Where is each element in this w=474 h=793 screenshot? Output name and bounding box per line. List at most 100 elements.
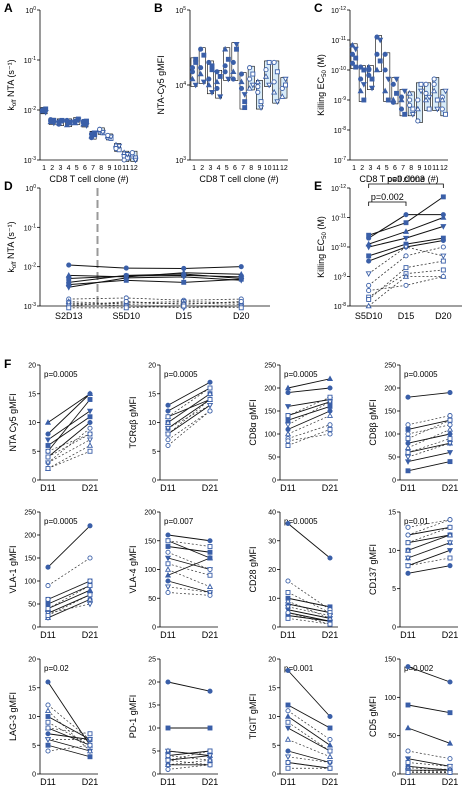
data-point — [121, 157, 127, 163]
data-point — [415, 97, 421, 103]
y-tick-label: 0 — [392, 772, 396, 779]
data-point — [404, 459, 412, 465]
data-point — [86, 747, 94, 754]
range-box — [399, 89, 407, 117]
p-value-label: p=0.001 — [284, 664, 314, 673]
solid-series-line — [407, 442, 451, 453]
data-point — [326, 412, 334, 418]
data-point — [447, 555, 453, 561]
data-point — [385, 97, 391, 103]
data-point — [285, 417, 291, 423]
y-tick-label: 20 — [148, 680, 156, 687]
data-point — [165, 544, 171, 549]
data-point — [45, 742, 51, 748]
solid-series-line — [47, 733, 91, 740]
data-point — [45, 431, 51, 437]
y-tick-label: 10-9 — [334, 96, 346, 105]
data-point — [422, 96, 430, 103]
dotted-series-line — [167, 563, 211, 576]
y-tick-label: 103 — [175, 156, 186, 165]
data-point — [222, 45, 229, 52]
solid-series-line — [68, 278, 242, 286]
data-point — [327, 422, 333, 428]
data-point — [207, 572, 213, 578]
x-tick-label: D21 — [82, 483, 99, 493]
dotted-series-line — [287, 710, 331, 740]
data-point — [414, 105, 421, 112]
panel-f-chart: 0 50 100 150 200 250 VLA-1 gMFI D11 D21 p=0.0005 — [8, 510, 98, 641]
panel-f-chart: 0 5 10 15 20 TCRαβ gMFI D11 D21 p=0.0005 — [128, 363, 218, 494]
y-tick-label: 10 — [148, 420, 156, 427]
data-point — [404, 444, 412, 451]
y-tick-label: 0 — [32, 772, 36, 779]
x-tick-label: D11 — [280, 777, 296, 787]
dotted-series-line — [47, 557, 91, 586]
data-point — [374, 34, 380, 40]
y-axis-label: CD137 gMFI — [368, 544, 378, 595]
solid-series-line — [407, 451, 451, 463]
dotted-series-line — [407, 557, 451, 567]
data-point — [206, 756, 214, 763]
panel-letter: C — [314, 1, 323, 15]
data-point — [327, 748, 333, 754]
y-tick-label: 10-11 — [331, 36, 346, 45]
dotted-series-line — [167, 750, 211, 761]
y-tick-label: 10-2 — [24, 263, 36, 272]
solid-series-line — [407, 666, 451, 683]
data-point — [238, 270, 245, 277]
data-point — [284, 604, 292, 611]
data-point — [197, 70, 204, 77]
data-point — [222, 69, 228, 75]
data-point — [447, 770, 453, 775]
data-point — [205, 81, 212, 88]
data-point — [431, 76, 437, 82]
x-tick-label: S5D10 — [112, 311, 140, 321]
x-tick-label: D11 — [280, 630, 296, 640]
solid-series-line — [407, 534, 451, 551]
data-point — [45, 564, 51, 570]
y-tick-label: 5 — [392, 586, 396, 593]
data-point — [207, 725, 213, 731]
data-point — [405, 532, 411, 538]
data-point — [65, 300, 72, 307]
data-point — [189, 69, 196, 75]
data-point — [165, 578, 171, 584]
dotted-series-line — [287, 756, 331, 763]
data-point — [327, 621, 333, 627]
data-point — [442, 88, 449, 95]
data-point — [327, 725, 333, 731]
x-tick-label: 10 — [424, 165, 432, 172]
data-point — [97, 126, 103, 132]
x-axis-label: CD8 T cell clone (#) — [359, 174, 438, 184]
data-point — [230, 68, 237, 75]
data-point — [327, 431, 333, 437]
x-tick-label: 1 — [42, 165, 46, 172]
solid-series-line — [407, 392, 451, 398]
data-point — [45, 583, 51, 589]
data-point — [440, 253, 447, 260]
data-point — [284, 597, 292, 604]
data-point — [86, 442, 94, 448]
data-point — [238, 264, 244, 270]
data-point — [86, 601, 94, 608]
data-point — [45, 731, 51, 737]
data-point — [285, 578, 291, 584]
dotted-series-line — [407, 519, 451, 528]
x-tick-label: D21 — [202, 483, 219, 493]
dotted-series-line — [47, 744, 91, 752]
x-tick-label: 9 — [417, 165, 421, 172]
panel-f-chart: 0 50 100 150 200 VLA-4 gMFI D11 D21 p=0.007 — [128, 510, 218, 641]
range-box — [440, 89, 448, 117]
dotted-series-line — [167, 750, 211, 756]
y-tick-label: 100 — [264, 432, 276, 439]
x-tick-label: 11 — [432, 165, 439, 172]
y-tick-label: 105 — [175, 6, 186, 15]
x-tick-label: 4 — [67, 165, 71, 172]
y-tick-label: 10 — [388, 548, 396, 555]
data-point — [447, 436, 453, 442]
data-point — [390, 81, 396, 87]
data-point — [403, 265, 409, 271]
data-point — [165, 437, 171, 443]
data-point — [431, 87, 438, 94]
y-axis-label: LAG-3 gMFI — [8, 692, 18, 741]
